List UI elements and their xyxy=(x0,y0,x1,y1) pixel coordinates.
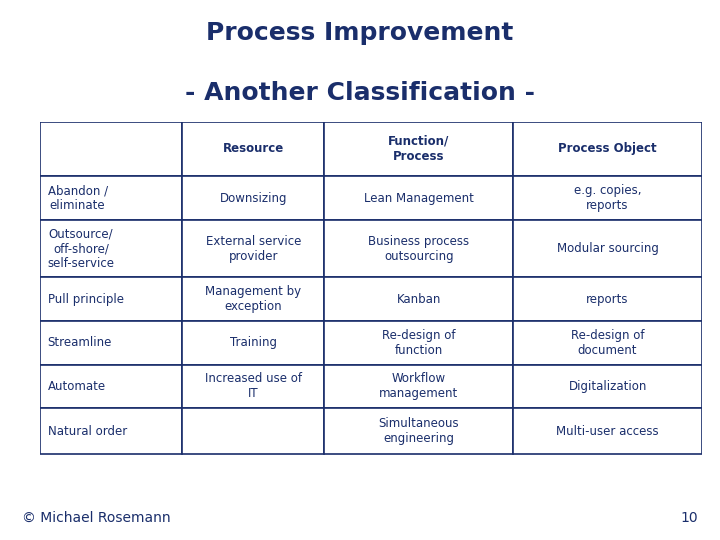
Bar xyxy=(182,364,325,408)
Text: Simultaneous
engineering: Simultaneous engineering xyxy=(379,417,459,446)
Text: Multi-user access: Multi-user access xyxy=(557,425,659,438)
Bar xyxy=(182,277,325,321)
Text: Pull principle: Pull principle xyxy=(48,293,124,306)
Text: reports: reports xyxy=(586,293,629,306)
Text: Resource: Resource xyxy=(222,143,284,156)
Bar xyxy=(40,277,182,321)
Text: Streamline: Streamline xyxy=(48,336,112,349)
Bar xyxy=(182,122,325,176)
Text: Automate: Automate xyxy=(48,380,106,393)
Text: Re-design of
function: Re-design of function xyxy=(382,329,456,357)
Text: Process Object: Process Object xyxy=(558,143,657,156)
Bar xyxy=(325,408,513,455)
Text: Natural order: Natural order xyxy=(48,425,127,438)
Text: Kanban: Kanban xyxy=(397,293,441,306)
Bar xyxy=(325,220,513,277)
Text: Re-design of
document: Re-design of document xyxy=(571,329,644,357)
Bar xyxy=(40,321,182,364)
Bar xyxy=(513,364,702,408)
Bar xyxy=(40,220,182,277)
Text: Workflow
management: Workflow management xyxy=(379,373,459,400)
Bar xyxy=(182,321,325,364)
Bar xyxy=(513,408,702,455)
Bar xyxy=(40,408,182,455)
Text: Modular sourcing: Modular sourcing xyxy=(557,242,659,255)
Text: Lean Management: Lean Management xyxy=(364,192,474,205)
Bar xyxy=(325,321,513,364)
Bar xyxy=(513,176,702,220)
Bar xyxy=(513,277,702,321)
Text: Abandon /
eliminate: Abandon / eliminate xyxy=(48,184,108,212)
Bar xyxy=(40,364,182,408)
Text: Digitalization: Digitalization xyxy=(568,380,647,393)
Text: 10: 10 xyxy=(681,511,698,525)
Text: e.g. copies,
reports: e.g. copies, reports xyxy=(574,184,642,212)
Bar xyxy=(325,277,513,321)
Text: External service
provider: External service provider xyxy=(205,234,301,262)
Text: Downsizing: Downsizing xyxy=(220,192,287,205)
Bar xyxy=(182,408,325,455)
Text: Function/
Process: Function/ Process xyxy=(388,135,449,163)
Bar xyxy=(513,122,702,176)
Text: Management by
exception: Management by exception xyxy=(205,285,301,313)
Text: © Michael Rosemann: © Michael Rosemann xyxy=(22,511,170,525)
Text: Process Improvement: Process Improvement xyxy=(207,21,513,45)
Bar xyxy=(325,176,513,220)
Text: Training: Training xyxy=(230,336,276,349)
Text: - Another Classification -: - Another Classification - xyxy=(185,80,535,105)
Bar xyxy=(182,176,325,220)
Text: Outsource/
off-shore/
self-service: Outsource/ off-shore/ self-service xyxy=(48,227,114,270)
Text: Business process
outsourcing: Business process outsourcing xyxy=(368,234,469,262)
Bar xyxy=(513,220,702,277)
Bar xyxy=(40,122,182,176)
Bar xyxy=(182,220,325,277)
Bar xyxy=(40,176,182,220)
Bar xyxy=(513,321,702,364)
Text: Increased use of
IT: Increased use of IT xyxy=(204,373,302,400)
Bar xyxy=(325,122,513,176)
Bar xyxy=(325,364,513,408)
